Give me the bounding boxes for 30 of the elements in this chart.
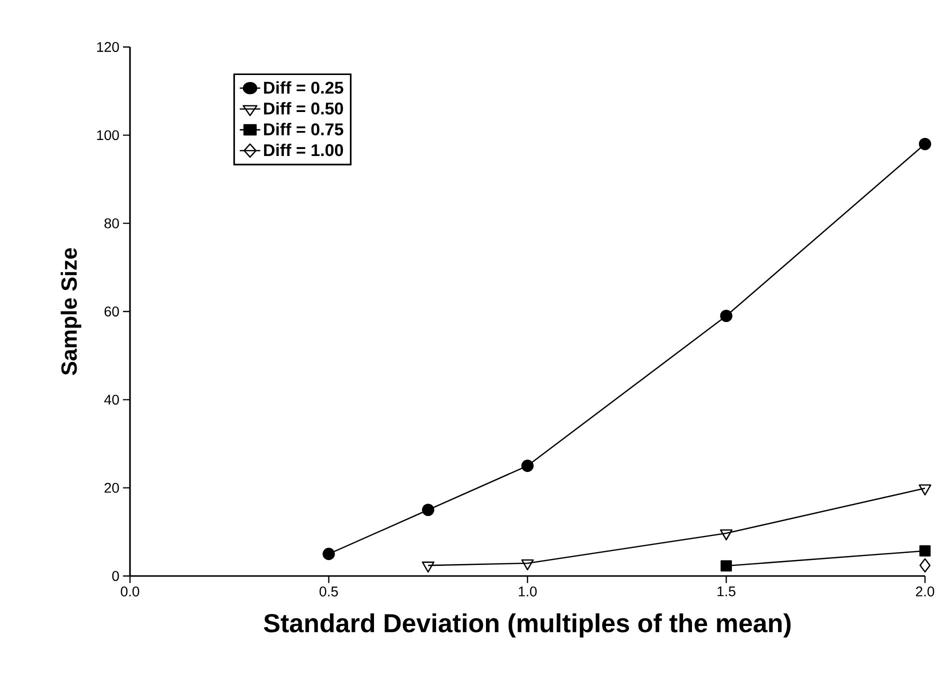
x-tick-label: 2.0 [916, 586, 934, 596]
x-tick-label: 1.0 [518, 586, 537, 596]
y-tick-label: 60 [104, 306, 119, 316]
legend-label: Diff = 0.75 [264, 122, 344, 136]
point [521, 460, 534, 472]
point [919, 545, 931, 557]
y-tick-label: 40 [104, 394, 119, 405]
point [919, 558, 931, 573]
point [918, 484, 932, 496]
y-tick-label: 120 [97, 42, 119, 52]
y-tick-label: 0 [112, 571, 119, 581]
point [720, 310, 732, 322]
point [720, 560, 732, 572]
x-axis-title: Standard Deviation (multiples of the mean) [264, 613, 791, 638]
y-tick-label: 100 [97, 130, 119, 140]
x-tick-label: 1.5 [718, 586, 736, 596]
point [322, 548, 335, 560]
y-tick-label: 80 [104, 218, 119, 228]
legend-label: Diff = 0.25 [264, 81, 344, 94]
y-axis-title: Sample Size [60, 248, 82, 376]
point [720, 529, 733, 540]
legend-label: Diff = 1.00 [264, 144, 344, 156]
y-tick-label: 20 [104, 482, 119, 493]
point [422, 504, 434, 516]
point [918, 138, 932, 150]
x-tick-label: 0.0 [120, 586, 140, 596]
legend-label: Diff = 0.50 [264, 102, 344, 115]
point [422, 562, 434, 573]
point [521, 559, 534, 570]
x-tick-label: 0.5 [320, 586, 338, 596]
